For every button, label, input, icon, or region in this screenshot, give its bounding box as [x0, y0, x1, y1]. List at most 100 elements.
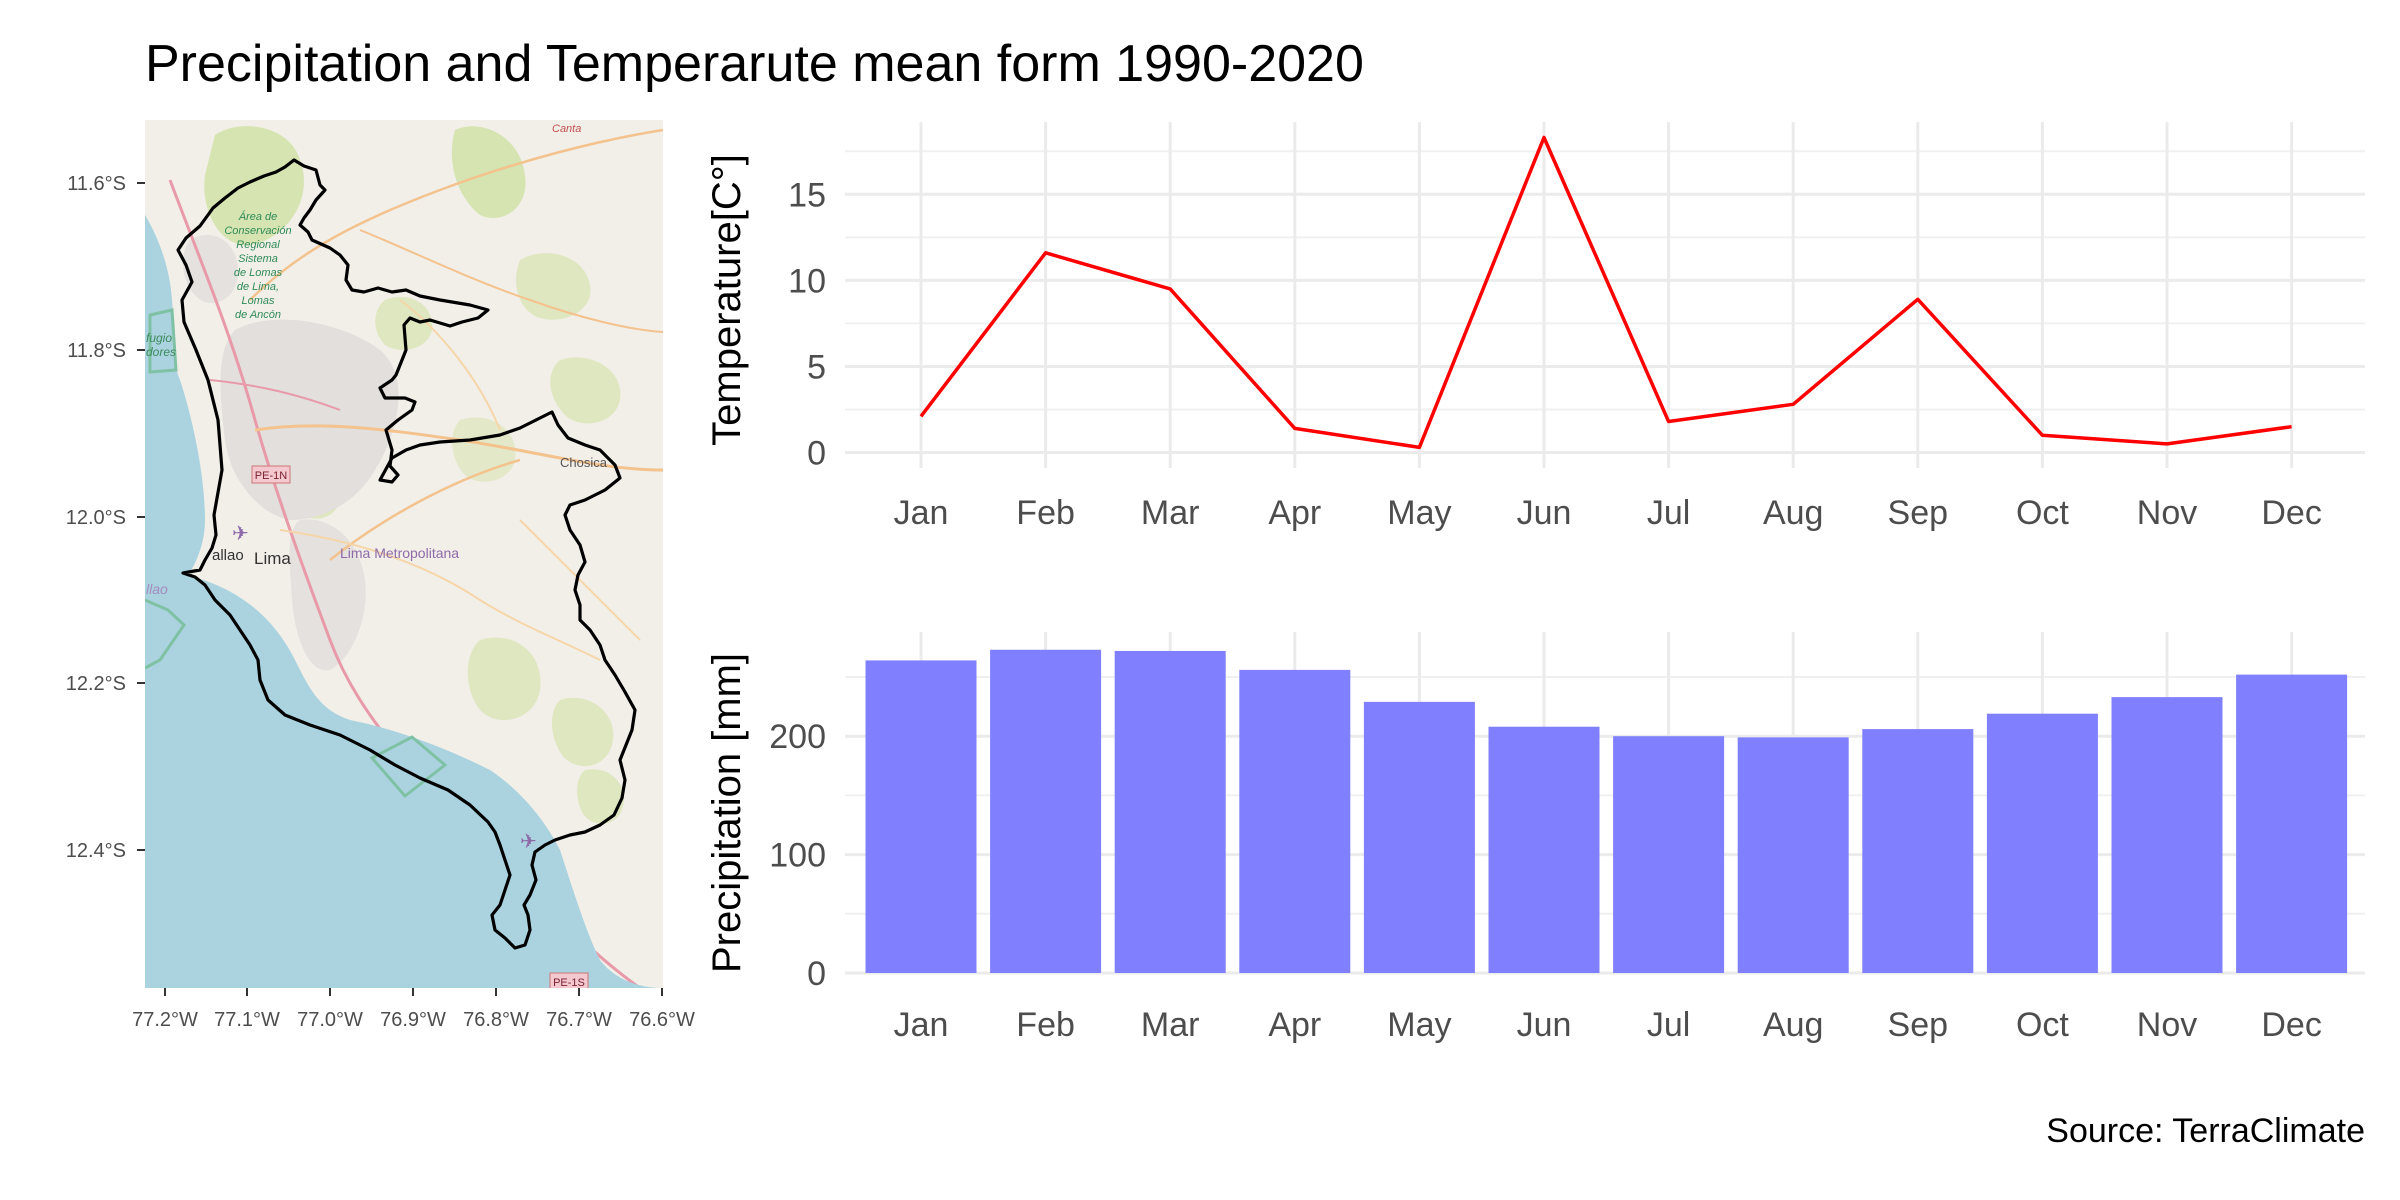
reserve-label-line: Lomas [241, 295, 275, 307]
green-area [467, 637, 541, 721]
airport-icon: ✈ [232, 523, 249, 545]
x-tick-label: Sep [1888, 494, 1949, 532]
sea [145, 120, 663, 988]
temperature-line-chart: 0 5 10 15 Jan Feb Mar Apr May Jun Jul Aug Sep Oct Nov… [705, 122, 2365, 532]
reserve-label-line: de Ancón [235, 309, 281, 321]
x-tick-label: Aug [1763, 1006, 1824, 1044]
precipitation-bar [1363, 701, 1475, 973]
precipitation-bar [1114, 650, 1226, 973]
y-tick-label: 0 [807, 955, 826, 993]
map-latitude-axis: 11.6°S 11.8°S 12.0°S 12.2°S 12.4°S [66, 173, 145, 862]
x-tick-label: Feb [1016, 494, 1075, 532]
y-tick-label: 5 [807, 348, 826, 386]
map-label-lima-metropolitana: Lima Metropolitana [340, 545, 459, 561]
lon-tick-label: 77.2°W [132, 1009, 198, 1031]
x-tick-label: May [1387, 494, 1451, 532]
precipitation-bar [990, 649, 1102, 973]
lon-tick-label: 77.1°W [214, 1009, 280, 1031]
urban-area [289, 519, 366, 671]
x-tick-label: Feb [1016, 1006, 1075, 1044]
x-tick-label: Mar [1141, 494, 1200, 532]
x-tick-label: Mar [1141, 1006, 1200, 1044]
bar-chart-y-ticks: 0 100 200 [769, 718, 826, 993]
x-tick-label: Dec [2261, 494, 2321, 532]
map-label-reserve: Área de Conservación Regional Sistema de Lom… [224, 210, 291, 321]
x-tick-label: Aug [1763, 494, 1824, 532]
road-shield-pe1n: PE-1N [251, 465, 291, 484]
precipitation-bars [865, 649, 2348, 973]
precipitation-bar [1862, 729, 1974, 973]
precipitation-bar [1239, 669, 1351, 973]
precipitation-bar [1613, 736, 1725, 973]
x-tick-label: Apr [1268, 1006, 1321, 1044]
x-tick-label: Jun [1517, 494, 1572, 532]
reserve-label-line: de Lomas [234, 267, 283, 279]
map-panel: Lima Lima Metropolitana allao Chosica Ca… [66, 120, 695, 1031]
green-area [204, 126, 304, 246]
lat-tick-label: 11.6°S [67, 173, 126, 195]
lon-tick-label: 76.8°W [463, 1009, 529, 1031]
green-area [550, 357, 621, 424]
road-shield-pe1s: PE-1S [549, 972, 589, 989]
temperature-points [920, 137, 2292, 448]
lat-tick-label: 12.4°S [66, 840, 126, 862]
basemap: Lima Lima Metropolitana allao Chosica Ca… [145, 120, 663, 989]
y-tick-label: 200 [769, 718, 826, 756]
x-tick-label: Dec [2261, 1006, 2321, 1044]
source-caption: Source: TerraClimate [2046, 1112, 2365, 1150]
reserve-label-line: Área de [238, 210, 278, 223]
reserve-label-line: de Lima, [237, 281, 279, 293]
map-label-left-2: dores [146, 345, 176, 359]
bar-chart-x-ticks: Jan Feb Mar Apr May Jun Jul Aug Sep Oct Nov Dec [894, 1006, 2322, 1044]
airport-icon: ✈ [520, 831, 537, 853]
map-label-canta: Canta [552, 123, 581, 135]
svg-text:PE-1S: PE-1S [553, 977, 585, 989]
x-tick-label: Jan [894, 1006, 949, 1044]
precipitation-bar-chart: 0 100 200 Jan Feb Mar Apr May Jun Jul Aug Sep Oct No… [705, 632, 2365, 1044]
protected-area [369, 735, 448, 799]
x-tick-label: Jan [894, 494, 949, 532]
lat-tick-label: 11.8°S [67, 340, 126, 362]
x-tick-label: Oct [2016, 1006, 2069, 1044]
x-tick-label: Apr [1268, 494, 1321, 532]
temperature-axis-label: Temperature[C°] [705, 154, 749, 446]
map-label-lima: Lima [254, 549, 291, 568]
lon-tick-label: 76.6°W [629, 1009, 695, 1031]
x-tick-label: Jul [1647, 1006, 1690, 1044]
line-chart-grid [845, 122, 2365, 468]
lat-tick-label: 12.0°S [66, 507, 126, 529]
line-chart-y-ticks: 0 5 10 15 [788, 176, 826, 472]
road [209, 379, 341, 411]
x-tick-label: Oct [2016, 494, 2069, 532]
precipitation-bar [1986, 713, 2098, 973]
road [279, 529, 601, 661]
x-tick-label: Jun [1517, 1006, 1572, 1044]
x-tick-label: May [1387, 1006, 1451, 1044]
road [399, 299, 501, 431]
y-tick-label: 100 [769, 837, 826, 875]
temperature-series-line [919, 135, 2292, 450]
road [249, 128, 663, 301]
x-tick-label: Nov [2137, 494, 2197, 532]
map-label-left-3: llao [146, 581, 168, 597]
chart-title: Precipitation and Temperarute mean form … [145, 35, 1364, 93]
svg-text:PE-1N: PE-1N [255, 470, 287, 482]
road [329, 458, 521, 561]
lon-tick-label: 76.9°W [380, 1009, 446, 1031]
precipitation-bar [1737, 737, 1849, 973]
district-boundary [176, 158, 637, 950]
road [359, 229, 663, 333]
lat-tick-label: 12.2°S [66, 673, 126, 695]
green-area [516, 253, 591, 320]
lon-tick-label: 77.0°W [297, 1009, 363, 1031]
map-longitude-axis: 77.2°W 77.1°W 77.0°W 76.9°W 76.8°W 76.7°W 76.6… [132, 988, 695, 1031]
precipitation-bar [1488, 726, 1600, 973]
map-label-left-1: fugio [146, 331, 172, 345]
map-label-callao: allao [212, 547, 244, 564]
reserve-label-line: Regional [236, 239, 280, 251]
reserve-label-line: Conservación [224, 225, 291, 237]
lon-tick-label: 76.7°W [546, 1009, 612, 1031]
line-chart-x-ticks: Jan Feb Mar Apr May Jun Jul Aug Sep Oct Nov Dec [894, 494, 2322, 532]
green-area [551, 697, 614, 767]
protected-area [145, 598, 186, 670]
